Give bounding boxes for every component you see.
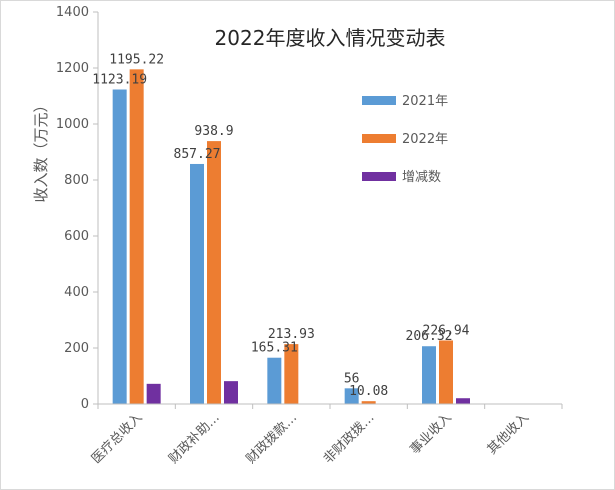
- bar: [456, 398, 470, 404]
- y-tick-label: 400: [64, 285, 89, 300]
- bar: [129, 69, 144, 404]
- data-label: 213.93: [268, 327, 315, 342]
- data-labels-group: 1123.19 857.27 165.31 56 206.32 1195.22 938.9 2…: [92, 52, 469, 399]
- legend-swatch: [362, 172, 396, 181]
- bar: [112, 89, 127, 404]
- chart-title: 2022年度收入情况变动表: [215, 26, 446, 50]
- legend-label: 2022年: [402, 132, 448, 147]
- y-tick-label: 200: [64, 341, 89, 356]
- data-label: 206.32: [406, 329, 453, 344]
- x-tick-label: 财政补助…: [166, 410, 223, 467]
- x-axis: 医疗总收入 财政补助… 财政拨款… 非财政拨… 事业收入 其他收入: [89, 403, 563, 467]
- y-tick-label: 0: [81, 397, 89, 412]
- bar: [224, 381, 238, 404]
- x-tick-label: 财政拨款…: [244, 410, 301, 467]
- x-tick-label: 其他收入: [485, 410, 532, 457]
- y-tick-label: 800: [64, 173, 89, 188]
- data-label: 938.9: [194, 124, 233, 139]
- x-tick-label: 非财政拨…: [321, 410, 378, 467]
- bar: [190, 163, 204, 404]
- data-label: 226.94: [423, 323, 470, 338]
- y-axis-title: 收入数（万元）: [32, 97, 50, 202]
- bar: [267, 357, 282, 404]
- data-label: 1195.22: [109, 52, 164, 67]
- legend-label: 增减数: [402, 170, 441, 185]
- y-tick-label: 1000: [56, 117, 89, 132]
- data-label: 165.31: [251, 341, 298, 356]
- bar: [361, 401, 376, 404]
- y-tick-label: 1400: [56, 5, 89, 20]
- bar: [344, 388, 359, 404]
- bar: [439, 340, 453, 404]
- data-label: 10.08: [349, 384, 388, 399]
- data-label: 857.27: [174, 147, 221, 162]
- x-tick-label: 医疗总收入: [89, 410, 146, 467]
- x-tick-label: 事业收入: [407, 410, 454, 457]
- data-label: 1123.19: [92, 73, 147, 88]
- bar: [146, 383, 161, 404]
- data-label: 56: [344, 371, 360, 386]
- y-tick-label: 600: [64, 229, 89, 244]
- legend-swatch: [362, 96, 396, 105]
- bar: [207, 141, 221, 404]
- y-axis: 0 200 400 600 800 1000 1200 1400: [56, 5, 99, 412]
- y-tick-label: 1200: [56, 61, 89, 76]
- bars-group: [112, 69, 470, 404]
- bar: [284, 344, 299, 404]
- legend-swatch: [362, 134, 396, 143]
- bar: [422, 346, 436, 404]
- legend-label: 2021年: [402, 94, 448, 109]
